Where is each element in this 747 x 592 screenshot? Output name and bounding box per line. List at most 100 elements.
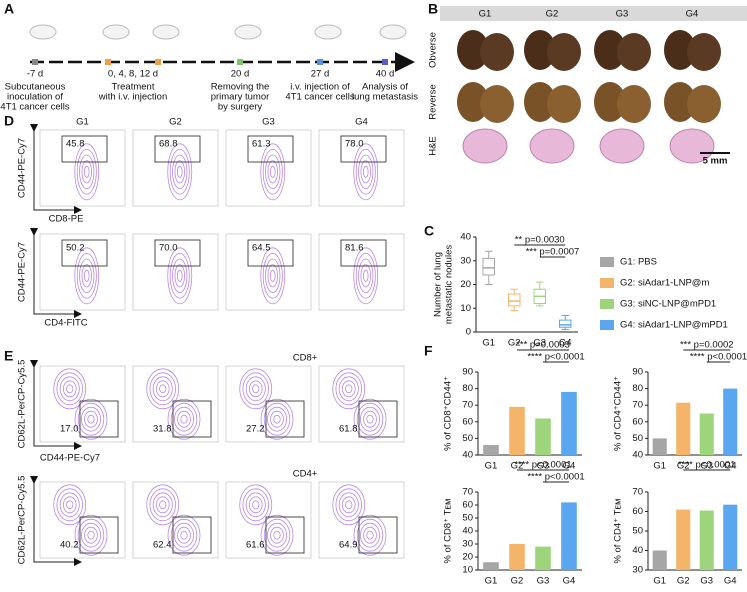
contour bbox=[176, 269, 183, 282]
timeline-dot bbox=[237, 59, 243, 65]
gate bbox=[358, 400, 398, 438]
gate-value: 45.8 bbox=[66, 139, 85, 150]
y-tick-label: 10 bbox=[462, 565, 473, 576]
timeline-day: 0, 4, 8, 12 d bbox=[108, 69, 158, 80]
y-tick-label: 80 bbox=[462, 383, 473, 394]
contour bbox=[269, 269, 276, 282]
y-tick-label: 60 bbox=[632, 506, 643, 517]
contour bbox=[239, 484, 273, 526]
significance-label: ** p=0.0030 bbox=[515, 235, 565, 246]
contour bbox=[335, 372, 362, 406]
legend-swatch bbox=[600, 257, 614, 267]
y-tick-label: 50 bbox=[462, 513, 473, 524]
contour bbox=[338, 492, 359, 518]
photo-header-band bbox=[440, 6, 747, 21]
x-tick-label: G2 bbox=[508, 338, 521, 349]
lung-lobe bbox=[547, 85, 581, 123]
flow-plot bbox=[132, 481, 219, 559]
photo-row-label: H&E bbox=[428, 136, 439, 156]
flow-x-label: CD8-PE bbox=[49, 214, 84, 225]
gate-value: 27.2 bbox=[246, 424, 265, 435]
timeline-text: with i.v. injection bbox=[98, 92, 167, 103]
bar bbox=[652, 550, 667, 570]
panel-letter: C bbox=[424, 223, 434, 239]
x-tick-label: G3 bbox=[533, 338, 546, 349]
photo-group: G3 bbox=[616, 9, 629, 20]
lung-lobe bbox=[594, 30, 626, 70]
timeline-text: inoculation of bbox=[7, 92, 63, 103]
significance-label: *** p=0.0007 bbox=[526, 247, 580, 258]
x-tick-label: G4 bbox=[724, 576, 737, 587]
gate bbox=[247, 135, 294, 163]
timeline-dot bbox=[105, 59, 111, 65]
flow-y-label: CD44-PE-Cy7 bbox=[17, 138, 28, 198]
flow-x-label: CD44-PE-Cy7 bbox=[40, 453, 100, 464]
timeline-text: primary tumor bbox=[211, 92, 270, 103]
contour bbox=[173, 522, 194, 548]
y-tick-label: 50 bbox=[462, 433, 473, 444]
contour bbox=[146, 368, 180, 410]
flow-group: G3 bbox=[262, 117, 275, 128]
contour bbox=[87, 530, 95, 540]
mouse-icon bbox=[152, 24, 180, 40]
contour bbox=[270, 410, 284, 428]
y-axis-label: Number of lung bbox=[433, 252, 444, 317]
y-axis-label: metastatic nodules bbox=[444, 245, 455, 324]
contour bbox=[248, 496, 263, 514]
lung-lobe bbox=[457, 30, 489, 70]
y-tick-label: 40 bbox=[632, 450, 643, 461]
lung-lobe bbox=[524, 30, 556, 70]
y-tick-label: 50 bbox=[632, 526, 643, 537]
mouse-icon bbox=[379, 24, 407, 40]
bar bbox=[509, 544, 525, 570]
contour bbox=[260, 398, 294, 440]
contour bbox=[266, 522, 287, 548]
contour bbox=[262, 149, 283, 195]
panel-letter: B bbox=[428, 1, 438, 17]
contour bbox=[358, 154, 374, 189]
contour bbox=[172, 258, 188, 293]
flow-axes bbox=[30, 476, 82, 566]
timeline-dot bbox=[155, 59, 161, 65]
timeline-text: Treatment bbox=[112, 82, 155, 93]
contour bbox=[159, 500, 167, 510]
contour bbox=[169, 252, 190, 299]
timeline-day: 20 d bbox=[231, 69, 250, 80]
contour bbox=[366, 414, 374, 424]
gate-value: 64.5 bbox=[252, 243, 271, 254]
gate-value: 81.6 bbox=[345, 243, 364, 254]
contour bbox=[169, 149, 190, 195]
significance-label: **** p<0.0001 bbox=[514, 460, 571, 471]
y-tick-label: 30 bbox=[462, 539, 473, 550]
y-tick-label: 80 bbox=[632, 383, 643, 394]
gate-value: 40.2 bbox=[60, 540, 79, 551]
legend-swatch bbox=[600, 299, 614, 309]
gate bbox=[340, 239, 387, 267]
flow-plot bbox=[318, 481, 405, 559]
panel-letter: F bbox=[424, 343, 433, 359]
x-tick-label: G1 bbox=[482, 338, 495, 349]
timeline-text: by surgery bbox=[218, 102, 263, 113]
photo-group: G1 bbox=[479, 9, 492, 20]
contour bbox=[353, 514, 387, 556]
contour bbox=[353, 143, 379, 201]
contour bbox=[170, 402, 198, 436]
contour bbox=[353, 247, 379, 305]
contour bbox=[267, 264, 278, 288]
bar bbox=[676, 509, 691, 570]
lung-lobe bbox=[617, 33, 651, 71]
x-tick-label: G4 bbox=[563, 576, 576, 587]
contour bbox=[239, 368, 273, 410]
bar bbox=[535, 418, 551, 455]
panel-letter: D bbox=[4, 113, 14, 129]
contour bbox=[363, 410, 377, 428]
contour bbox=[260, 247, 286, 305]
photo-group: G2 bbox=[546, 9, 559, 20]
contour bbox=[260, 514, 294, 556]
timeline-text: Removing the bbox=[211, 82, 270, 93]
y-tick-label: 0 bbox=[466, 327, 471, 338]
lung-lobe bbox=[687, 85, 721, 123]
legend-label: G2: siAdar1-LNP@m bbox=[620, 278, 709, 289]
gate-value: 61.8 bbox=[339, 424, 358, 435]
gate-value: 64.9 bbox=[339, 540, 358, 551]
